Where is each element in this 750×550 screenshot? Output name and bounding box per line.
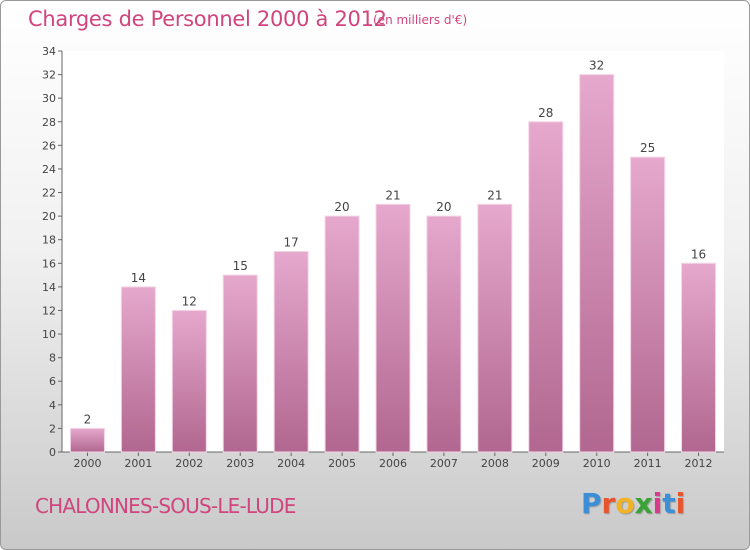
x-tick-label: 2010 xyxy=(583,457,611,470)
x-tick-label: 2005 xyxy=(328,457,356,470)
bar-2003 xyxy=(222,274,258,453)
data-label-2008: 21 xyxy=(487,188,502,202)
x-tick-label: 2004 xyxy=(277,457,305,470)
logo-letter: r xyxy=(601,487,616,520)
logo-letter: t xyxy=(662,487,676,520)
x-tick-label: 2003 xyxy=(226,457,254,470)
y-tick-label: 12 xyxy=(42,304,56,317)
data-label-2004: 17 xyxy=(284,236,299,250)
y-tick-label: 22 xyxy=(42,187,56,200)
bar-2012 xyxy=(681,262,717,453)
data-label-2010: 32 xyxy=(589,59,604,73)
proxiti-logo[interactable]: Proxiti xyxy=(581,487,685,520)
x-tick-label: 2008 xyxy=(481,457,509,470)
bar-2002 xyxy=(171,309,207,453)
y-tick-label: 4 xyxy=(49,399,56,412)
x-tick-label: 2006 xyxy=(379,457,407,470)
y-tick-label: 2 xyxy=(49,422,56,435)
bar-2000 xyxy=(69,427,105,453)
x-tick-label: 2012 xyxy=(685,457,713,470)
bar-2001 xyxy=(120,286,156,453)
bar-2009 xyxy=(528,121,564,453)
data-label-2001: 14 xyxy=(131,271,146,285)
y-tick-label: 18 xyxy=(42,234,56,247)
y-tick-label: 28 xyxy=(42,116,56,129)
data-label-2002: 12 xyxy=(182,294,197,308)
data-label-2000: 2 xyxy=(84,412,92,426)
bar-2004 xyxy=(273,251,309,453)
data-label-2009: 28 xyxy=(538,106,553,120)
data-label-2003: 15 xyxy=(233,259,248,273)
y-tick-label: 30 xyxy=(42,92,56,105)
logo-letter: i xyxy=(675,487,686,520)
logo-letter: i xyxy=(652,487,663,520)
chart-subtitle: (en milliers d'€) xyxy=(373,13,468,27)
x-tick-label: 2000 xyxy=(73,457,101,470)
data-label-2007: 20 xyxy=(436,200,451,214)
commune-name: CHALONNES-SOUS-LE-LUDE xyxy=(35,494,296,518)
chart-title: Charges de Personnel 2000 à 2012 xyxy=(28,7,387,31)
x-tick-label: 2011 xyxy=(634,457,662,470)
y-tick-label: 24 xyxy=(42,163,56,176)
data-label-2011: 25 xyxy=(640,141,655,155)
logo-letter: x xyxy=(634,487,653,520)
x-tick-label: 2002 xyxy=(175,457,203,470)
bar-2008 xyxy=(477,203,513,453)
bar-2011 xyxy=(630,156,666,453)
x-tick-label: 2001 xyxy=(124,457,152,470)
data-label-2006: 21 xyxy=(385,188,400,202)
logo-letter: o xyxy=(615,487,635,520)
y-tick-label: 34 xyxy=(42,45,56,58)
bar-2005 xyxy=(324,215,360,453)
y-tick-label: 0 xyxy=(49,446,56,459)
y-tick-label: 10 xyxy=(42,328,56,341)
y-tick-label: 32 xyxy=(42,69,56,82)
logo-letter: P xyxy=(581,487,602,520)
bar-2007 xyxy=(426,215,462,453)
x-tick-label: 2009 xyxy=(532,457,560,470)
y-tick-label: 8 xyxy=(49,352,56,365)
bars xyxy=(69,74,717,453)
data-labels: 2 14 12 15 17 20 21 20 21 28 32 25 16 xyxy=(84,59,707,427)
x-axis: 2000 2001 2002 2003 2004 2005 2006 2007 2008 2009… xyxy=(62,451,724,470)
y-tick-label: 6 xyxy=(49,375,56,388)
x-tick-label: 2007 xyxy=(430,457,458,470)
bar-2006 xyxy=(375,203,411,453)
data-label-2012: 16 xyxy=(691,247,706,261)
y-tick-label: 26 xyxy=(42,139,56,152)
bar-2010 xyxy=(579,74,615,453)
y-tick-label: 20 xyxy=(42,210,56,223)
y-tick-label: 14 xyxy=(42,281,56,294)
data-label-2005: 20 xyxy=(334,200,349,214)
y-tick-label: 16 xyxy=(42,257,56,270)
